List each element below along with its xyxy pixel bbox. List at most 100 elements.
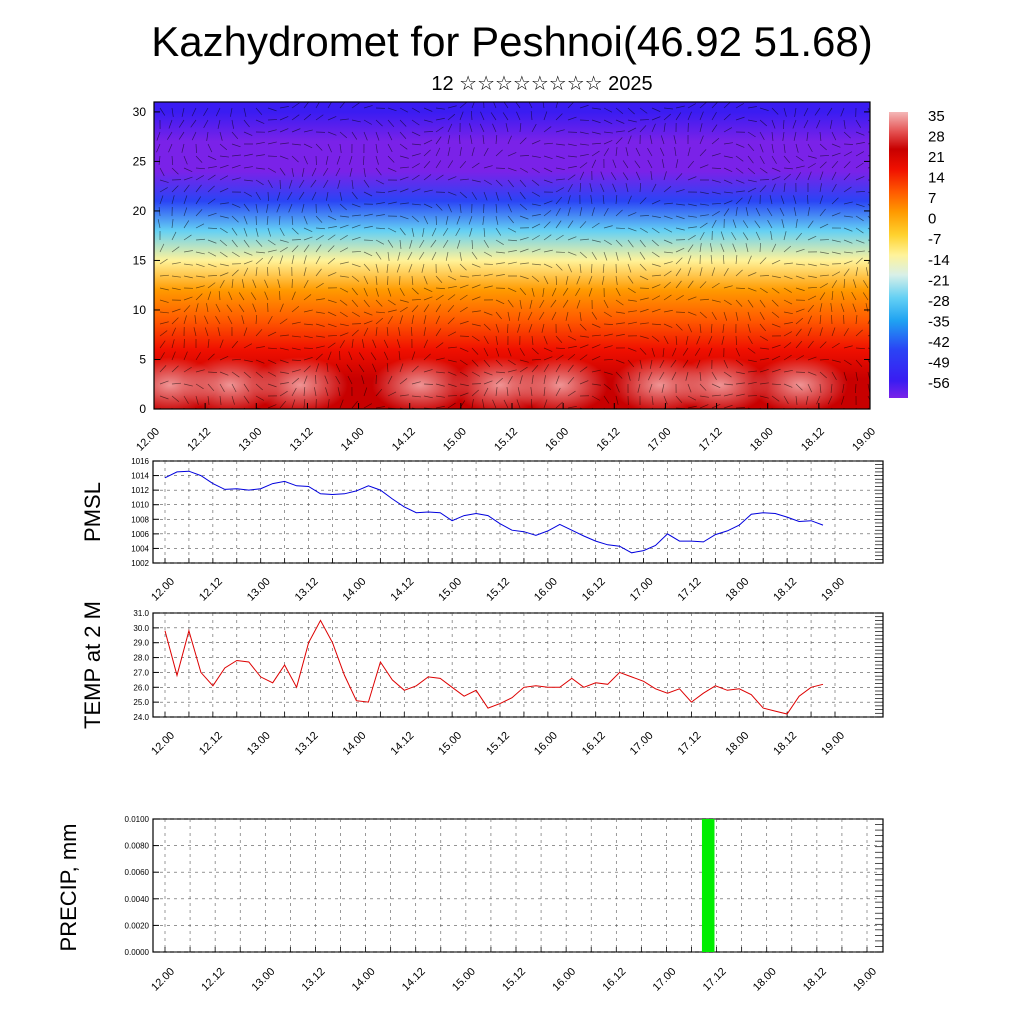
profile-x-tick-label: 13.00 [236,426,264,454]
temp-x-tick-label: 16.00 [532,730,560,758]
colorbar-tick-label: -42 [928,334,950,351]
profile-x-tick-label: 12.12 [185,426,213,454]
profile-x-tick-label: 16.00 [543,426,571,454]
precip-y-tick-label: 0.0080 [125,842,150,851]
colorbar-tick-label: 7 [928,190,936,207]
warm-surface-blob [672,357,768,409]
temp-x-tick-label: 17.12 [676,730,704,758]
temp-x-tick-label: 13.12 [293,730,321,758]
pmsl-series-line [164,470,824,554]
pmsl-y-tick-label: 1010 [131,501,149,510]
colorbar-tick-label: 35 [928,108,945,125]
pmsl-x-tick-label: 13.12 [293,576,321,604]
precip-x-tick-label: 12.00 [149,966,177,994]
precip-y-tick-label: 0.0020 [125,921,150,930]
profile-y-tick-label: 10 [133,303,147,317]
profile-x-tick-label: 14.00 [339,426,367,454]
precip-x-tick-label: 15.12 [500,966,528,994]
pmsl-y-tick-label: 1014 [131,472,149,481]
pmsl-x-tick-label: 19.00 [819,576,847,604]
pmsl-x-tick-label: 15.00 [436,576,464,604]
pmsl-y-tick-label: 1004 [131,544,149,553]
profile-x-tick-label: 18.12 [799,426,827,454]
warm-surface-blob [252,357,348,409]
colorbar-tick-label: 0 [928,211,936,228]
precip-x-tick-label: 14.12 [400,966,428,994]
temp-y-tick-label: 26.0 [133,683,149,692]
precip-frame [152,818,884,953]
colorbar-tick-label: -7 [928,231,941,248]
temp-y-tick-label: 29.0 [133,639,149,648]
colorbar-tick-label: -49 [928,354,950,371]
colorbar-tick-label: -28 [928,293,950,310]
colorbar-tick-label: 21 [928,149,945,166]
temp-x-tick-label: 15.00 [436,730,464,758]
precip-x-tick-label: 13.00 [249,966,277,994]
profile-heatmap [154,102,870,409]
precip-y-tick-label: 0.0000 [125,948,150,957]
pmsl-x-tick-label: 16.12 [580,576,608,604]
pmsl-x-tick-label: 12.00 [149,576,177,604]
profile-x-tick-label: 15.00 [441,426,469,454]
temp-x-tick-label: 12.00 [149,730,177,758]
colorbar-tick-label: -21 [928,272,950,289]
warm-surface-blob [182,357,278,409]
profile-x-tick-label: 18.00 [748,426,776,454]
warm-surface-blob [372,357,468,409]
warm-surface-blob [752,357,848,409]
colorbar-tick-label: 14 [928,170,945,187]
temp-y-tick-label: 28.0 [133,654,149,663]
temp-x-tick-label: 18.00 [723,730,751,758]
pmsl-x-tick-label: 15.12 [484,576,512,604]
temp-x-tick-label: 16.12 [580,730,608,758]
pmsl-y-tick-label: 1002 [131,559,149,568]
precip-x-tick-label: 15.00 [450,966,478,994]
temp-x-tick-label: 18.12 [771,730,799,758]
temp-y-axis-label: TEMP at 2 M [80,601,105,729]
precip-x-tick-label: 16.12 [600,966,628,994]
pmsl-y-tick-label: 1006 [131,530,149,539]
temp-x-tick-label: 15.12 [484,730,512,758]
profile-y-tick-label: 30 [133,105,147,119]
wind-vectors [156,102,870,409]
profile-x-tick-label: 15.12 [492,426,520,454]
precip-x-tick-label: 14.00 [350,966,378,994]
profile-x-tick-label: 17.12 [697,426,725,454]
precip-y-axis-label: PRECIP, mm [56,824,81,952]
profile-x-tick-label: 16.12 [594,426,622,454]
colorbar-tick-label: -56 [928,375,950,392]
temp-frame [152,612,884,718]
pmsl-y-tick-label: 1008 [131,515,149,524]
pmsl-x-tick-label: 18.00 [723,576,751,604]
profile-x-tick-label: 12.00 [134,426,162,454]
precip-bar [701,819,715,952]
page-title: Kazhydromet for Peshnoi(46.92 51.68) [151,18,873,65]
pmsl-frame [152,460,884,564]
colorbar-tick-label: -35 [928,313,950,330]
precip-x-tick-label: 13.12 [300,966,328,994]
profile-x-tick-label: 13.12 [288,426,316,454]
precip-x-tick-label: 17.00 [651,966,679,994]
temp-y-tick-label: 27.0 [133,668,149,677]
precip-y-tick-label: 0.0100 [125,815,150,824]
temp-x-tick-label: 12.12 [197,730,225,758]
temp-x-tick-label: 14.00 [341,730,369,758]
pmsl-x-tick-label: 18.12 [771,576,799,604]
pmsl-y-tick-label: 1016 [131,457,149,466]
profile-x-tick-label: 14.12 [390,426,418,454]
precip-x-tick-label: 12.12 [199,966,227,994]
profile-x-tick-label: 17.00 [646,426,674,454]
pmsl-x-tick-label: 16.00 [532,576,560,604]
temp-x-tick-label: 13.00 [245,730,273,758]
pmsl-x-tick-label: 14.12 [388,576,416,604]
profile-y-tick-label: 5 [139,352,146,366]
pmsl-x-tick-label: 12.12 [197,576,225,604]
temp-x-tick-label: 19.00 [819,730,847,758]
profile-x-tick-label: 19.00 [850,426,878,454]
pmsl-x-tick-label: 14.00 [341,576,369,604]
temp-y-tick-label: 30.0 [133,624,149,633]
profile-y-tick-label: 25 [133,154,147,168]
temp-y-tick-label: 24.0 [133,713,149,722]
precip-x-tick-label: 18.00 [751,966,779,994]
